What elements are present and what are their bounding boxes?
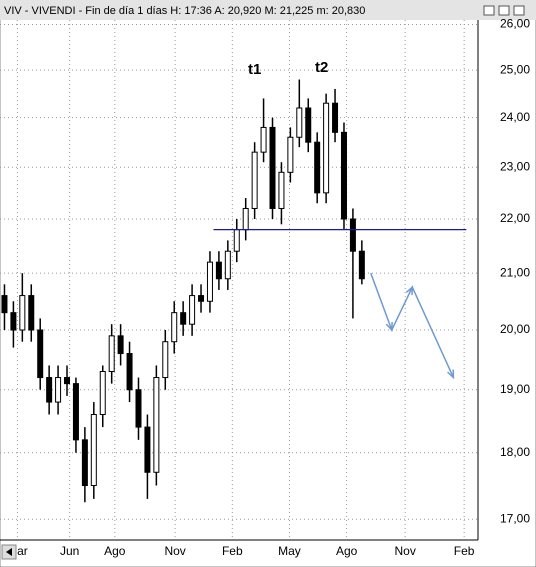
- y-tick-label: 23,00: [500, 159, 530, 173]
- candle-body: [332, 102, 339, 133]
- candle-body: [46, 377, 53, 403]
- candle-body: [224, 250, 231, 280]
- maximize-button[interactable]: [498, 5, 510, 16]
- x-tick-label: May: [278, 544, 301, 558]
- candle-body: [99, 370, 106, 416]
- title-bar: [0, 0, 536, 20]
- scroll-arrow: [6, 548, 12, 556]
- candle-body: [260, 126, 267, 153]
- candle-body: [251, 151, 258, 209]
- y-tick-label: 20,00: [500, 322, 530, 336]
- projection-arrowhead: [385, 321, 393, 332]
- projection-line: [370, 272, 455, 378]
- candle-body: [314, 141, 321, 194]
- candle-body: [55, 377, 62, 403]
- x-tick-label: Nov: [395, 544, 416, 558]
- candle-body: [153, 377, 160, 473]
- candle-body: [90, 414, 97, 487]
- plot-area: 17,00 18,00 19,00 20,00 21,00 22,00 23,00 24,00…: [0, 17, 530, 558]
- candle-body: [233, 229, 240, 252]
- candle-body: [81, 439, 88, 487]
- x-tick-label: Ago: [104, 544, 126, 558]
- candle-body: [323, 102, 330, 194]
- candle-body: [28, 295, 35, 331]
- annotation: t2: [315, 59, 328, 76]
- y-tick-label: 24,00: [500, 110, 530, 124]
- candle-body: [117, 335, 124, 355]
- candle-body: [278, 171, 285, 209]
- candle-body: [206, 261, 213, 302]
- chart-title: VIV - VIVENDI - Fin de día 1 días H: 17:…: [4, 5, 365, 17]
- candle-body: [358, 250, 365, 280]
- candle-body: [171, 312, 178, 343]
- candle-body: [144, 426, 151, 473]
- y-tick-label: 17,00: [500, 511, 530, 525]
- candle-body: [162, 341, 169, 379]
- candle-body: [135, 389, 142, 428]
- x-tick-label: Feb: [454, 544, 475, 558]
- y-tick-label: 22,00: [500, 211, 530, 225]
- candle-body: [305, 107, 312, 143]
- x-tick-label: Jun: [60, 544, 79, 558]
- candle-body: [349, 218, 356, 252]
- candle-body: [180, 312, 187, 325]
- candle-body: [126, 353, 133, 391]
- minimize-button[interactable]: [483, 5, 495, 16]
- candle-body: [37, 329, 44, 379]
- projection-arrowhead: [405, 285, 414, 296]
- candle-body: [242, 207, 249, 231]
- candle-body: [10, 312, 17, 331]
- candle-body: [64, 377, 71, 385]
- y-tick-label: 18,00: [500, 445, 530, 459]
- candle-body: [19, 295, 26, 331]
- y-tick-label: 21,00: [500, 265, 530, 279]
- annotation: t1: [248, 61, 261, 78]
- candle-body: [269, 126, 276, 209]
- x-tick-label: Feb: [222, 544, 243, 558]
- y-tick-label: 26,00: [500, 17, 530, 31]
- close-button[interactable]: [513, 5, 525, 16]
- x-tick-label: Nov: [164, 544, 185, 558]
- candle-body: [215, 261, 222, 280]
- candle-body: [287, 136, 294, 173]
- y-tick-label: 19,00: [500, 382, 530, 396]
- candle-body: [108, 335, 115, 372]
- candle-body: [72, 383, 79, 441]
- candle-body: [296, 107, 303, 138]
- x-tick-label: Ago: [336, 544, 358, 558]
- window-buttons[interactable]: [483, 5, 525, 16]
- y-tick-label: 25,00: [500, 62, 530, 76]
- candle-body: [1, 295, 8, 314]
- projection-arrowhead: [447, 369, 455, 380]
- candle-body: [198, 295, 205, 302]
- candle-body: [189, 295, 196, 325]
- candle-body: [340, 131, 347, 220]
